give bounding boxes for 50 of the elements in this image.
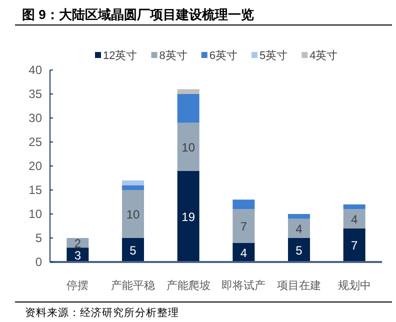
x-tick-label: 产能爬坡 (166, 279, 210, 292)
y-tick-label: 20 (28, 159, 42, 173)
bar (177, 170, 200, 262)
bar (122, 190, 144, 238)
bar (122, 238, 144, 262)
y-tick-label: 5 (35, 231, 42, 245)
y-tick-label: 15 (28, 183, 42, 197)
legend-label: 12英寸 (103, 49, 138, 62)
bar (343, 228, 366, 262)
data-label: 19 (182, 210, 196, 224)
data-label: 5 (296, 244, 303, 258)
bar (122, 185, 144, 190)
y-tick-label: 25 (28, 135, 42, 149)
bar (343, 209, 366, 228)
bar (232, 200, 255, 210)
data-label: 3 (74, 248, 82, 262)
y-tick-label: 35 (28, 87, 42, 101)
data-label: 10 (126, 208, 140, 222)
y-tick-label: 40 (28, 63, 42, 77)
bar (177, 94, 200, 123)
legend-label: 6英寸 (209, 49, 238, 62)
bar (177, 122, 200, 171)
bar (122, 180, 144, 186)
chart-title: 图 9：大陆区域晶圆厂项目建设梳理一览 (22, 7, 254, 22)
data-label: 7 (350, 238, 358, 253)
bar (288, 214, 310, 219)
data-label: 7 (240, 220, 248, 234)
text: 资料来源：经济研究所分析整理 (25, 306, 179, 319)
data-label: 2 (74, 236, 82, 250)
bar (232, 209, 255, 243)
x-tick-label: 项目在建 (277, 279, 321, 292)
bar (343, 204, 366, 210)
data-label: 4 (240, 246, 248, 260)
data-label: 5 (130, 244, 137, 258)
data-label: 4 (350, 212, 358, 226)
data-label: 4 (296, 222, 303, 236)
x-tick-label: 即将试产 (222, 279, 266, 292)
x-tick-label: 产能平稳 (111, 279, 155, 292)
data-label: 10 (182, 140, 196, 154)
bar (288, 238, 310, 262)
x-tick-label: 停摆 (66, 280, 89, 292)
bar (177, 89, 200, 94)
legend-label: 4英寸 (310, 49, 338, 62)
y-tick-label: 0 (35, 255, 42, 269)
legend-label: 5英寸 (260, 49, 288, 62)
x-tick-label: 规划中 (338, 279, 371, 292)
legend-label: 8英寸 (159, 49, 188, 62)
y-tick-label: 30 (28, 111, 42, 125)
bar (288, 218, 310, 238)
y-tick-label: 10 (28, 207, 42, 221)
